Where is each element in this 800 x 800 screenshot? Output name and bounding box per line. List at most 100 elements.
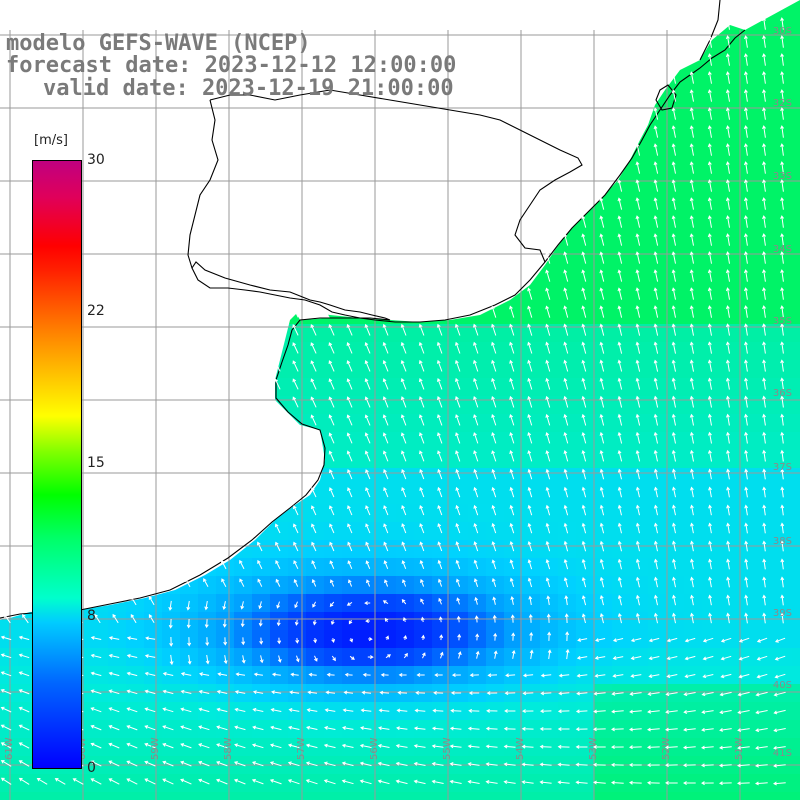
wind-arrow: [653, 305, 659, 318]
wind-arrow: [487, 673, 498, 678]
wind-arrow: [0, 742, 12, 749]
wind-arrow: [0, 760, 12, 767]
wind-arrow: [90, 689, 102, 695]
wind-arrow: [689, 341, 694, 354]
wind-arrow: [144, 778, 156, 785]
wind-cell: [792, 288, 800, 306]
wind-arrow: [527, 395, 533, 408]
wind-arrow: [762, 558, 767, 570]
wind-arrow: [635, 395, 641, 408]
lat-label: 30S: [773, 26, 792, 37]
wind-arrow: [126, 725, 138, 731]
wind-arrow: [545, 251, 551, 264]
wind-arrow: [413, 761, 426, 766]
wind-arrow: [396, 726, 408, 731]
wind-arrow: [527, 504, 533, 516]
wind-arrow: [509, 450, 515, 462]
wind-arrow: [756, 637, 768, 643]
wind-cell: [756, 792, 774, 800]
wind-arrow: [635, 449, 641, 462]
wind-arrow: [611, 745, 624, 750]
wind-arrow: [18, 742, 30, 749]
wind-arrow: [725, 341, 730, 354]
wind-arrow: [257, 578, 263, 587]
wind-arrow: [274, 523, 281, 534]
wind-arrow: [599, 305, 605, 318]
wind-arrow: [557, 709, 570, 714]
wind-cell: [792, 378, 800, 396]
wind-arrow: [725, 269, 730, 282]
wind-arrow: [144, 671, 156, 676]
wind-arrow: [0, 724, 12, 731]
wind-cell: [486, 792, 504, 800]
wind-arrow: [0, 706, 12, 713]
wind-arrow: [671, 71, 676, 84]
wind-arrow: [719, 728, 732, 732]
wind-arrow: [419, 523, 425, 534]
wind-arrow: [780, 594, 785, 606]
wind-arrow: [689, 449, 694, 462]
wind-arrow: [349, 638, 354, 643]
wind-arrow: [274, 360, 281, 372]
wind-arrow: [755, 728, 768, 733]
wind-arrow: [292, 342, 299, 354]
wind-cell: [684, 792, 702, 800]
wind-arrow: [593, 744, 606, 749]
wind-arrow: [780, 125, 784, 138]
wind-arrow: [4, 614, 11, 624]
wind-arrow: [545, 450, 551, 462]
wind-arrow: [311, 523, 317, 534]
lon-label: 57W: [296, 737, 307, 760]
wind-arrow: [707, 71, 712, 84]
wind-arrow: [630, 656, 642, 661]
wind-arrow: [288, 708, 300, 712]
wind-arrow: [726, 468, 731, 480]
wind-arrow: [108, 636, 120, 640]
wind-arrow: [401, 469, 407, 480]
wind-arrow: [364, 601, 371, 606]
wind-arrow: [456, 597, 461, 605]
wind-arrow: [437, 414, 443, 426]
wind-cell: [792, 36, 800, 54]
wind-arrow: [576, 655, 588, 660]
wind-arrow: [762, 305, 766, 318]
wind-arrow: [684, 655, 696, 661]
lon-label: 58W: [223, 737, 234, 760]
wind-arrow: [216, 761, 228, 767]
wind-arrow: [581, 395, 587, 408]
wind-arrow: [313, 637, 318, 644]
wind-arrow: [701, 692, 714, 697]
wind-cell: [792, 126, 800, 144]
wind-arrow: [683, 781, 696, 786]
wind-arrow: [180, 743, 192, 749]
wind-arrow: [773, 728, 786, 733]
forecast-date-label: forecast date: 2023-12-12 12:00:00: [6, 53, 457, 78]
wind-arrow: [314, 655, 318, 662]
wind-arrow: [725, 179, 730, 192]
wind-arrow: [743, 71, 748, 84]
wind-arrow: [671, 341, 676, 354]
wind-arrow: [473, 450, 479, 462]
wind-arrow: [545, 559, 551, 570]
wind-arrow: [611, 762, 624, 767]
wind-arrow: [617, 431, 623, 444]
wind-arrow: [396, 708, 408, 713]
wind-arrow: [144, 742, 156, 749]
wind-arrow: [186, 600, 191, 611]
wind-arrow: [557, 762, 570, 767]
wind-arrow: [162, 707, 174, 713]
wind-arrow: [305, 779, 318, 785]
wind-arrow: [450, 708, 462, 713]
lat-label: 35S: [773, 316, 792, 327]
wind-arrow: [241, 655, 246, 664]
wind-arrow: [362, 672, 371, 677]
wind-arrow: [599, 197, 605, 210]
wind-arrow: [707, 53, 712, 66]
wind-arrow: [581, 341, 587, 354]
wind-arrow: [635, 504, 640, 516]
wind-arrow: [762, 107, 766, 120]
wind-arrow: [473, 432, 479, 444]
wind-arrow: [666, 656, 678, 661]
wind-arrow: [274, 378, 281, 390]
wind-arrow: [737, 781, 750, 786]
